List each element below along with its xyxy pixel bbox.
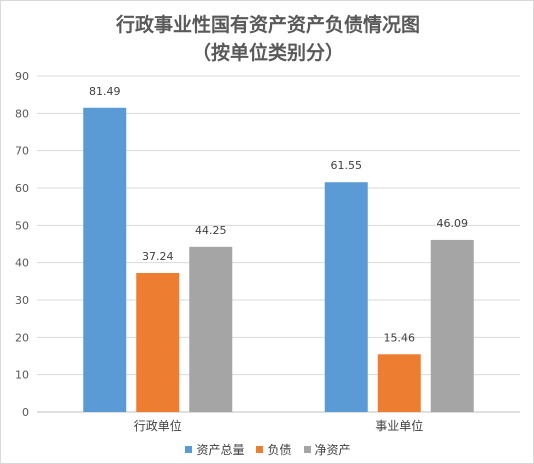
y-tick-label: 90	[15, 70, 29, 83]
category-label: 事业单位	[375, 418, 423, 433]
y-tick-label: 40	[15, 257, 29, 270]
y-tick-label: 50	[15, 219, 29, 232]
bars	[83, 107, 474, 413]
category-label: 行政单位	[134, 418, 182, 433]
legend: 资产总量 负债 净资产	[1, 441, 533, 458]
bar	[189, 246, 233, 412]
chart-subtitle: （按单位类别分）	[191, 42, 344, 64]
y-tick-label: 10	[15, 369, 29, 382]
data-label: 37.24	[142, 250, 174, 263]
y-tick-label: 0	[22, 406, 29, 419]
legend-label: 净资产	[314, 443, 351, 457]
data-labels: 81.49 37.24 44.25 61.55 15.46 46.09	[89, 85, 468, 345]
data-label: 44.25	[195, 224, 227, 237]
legend-item: 负债	[256, 441, 292, 458]
data-label: 46.09	[437, 217, 469, 230]
legend-swatch	[303, 446, 311, 453]
y-tick-label: 60	[15, 182, 29, 195]
y-tick-label: 80	[15, 107, 29, 120]
chart-title: 行政事业性国有资产资产负债情况图	[115, 14, 420, 36]
bar	[324, 182, 368, 412]
y-axis: 0 10 20 30 40 50 60 70 80 90	[15, 70, 29, 419]
bar	[377, 354, 421, 412]
data-label: 81.49	[89, 85, 121, 98]
legend-label: 资产总量	[196, 443, 245, 457]
y-tick-label: 70	[15, 145, 29, 158]
legend-item: 净资产	[303, 441, 351, 458]
category-labels: 行政单位 事业单位	[134, 418, 424, 433]
bar	[430, 239, 474, 412]
data-label: 15.46	[384, 331, 416, 344]
bar	[83, 107, 127, 413]
bar	[136, 272, 180, 412]
y-tick-label: 20	[15, 331, 29, 344]
data-label: 61.55	[331, 159, 363, 172]
legend-item: 资产总量	[185, 441, 244, 458]
legend-swatch	[185, 446, 193, 453]
y-tick-label: 30	[15, 294, 29, 307]
legend-label: 负债	[267, 443, 292, 457]
legend-swatch	[256, 446, 264, 453]
